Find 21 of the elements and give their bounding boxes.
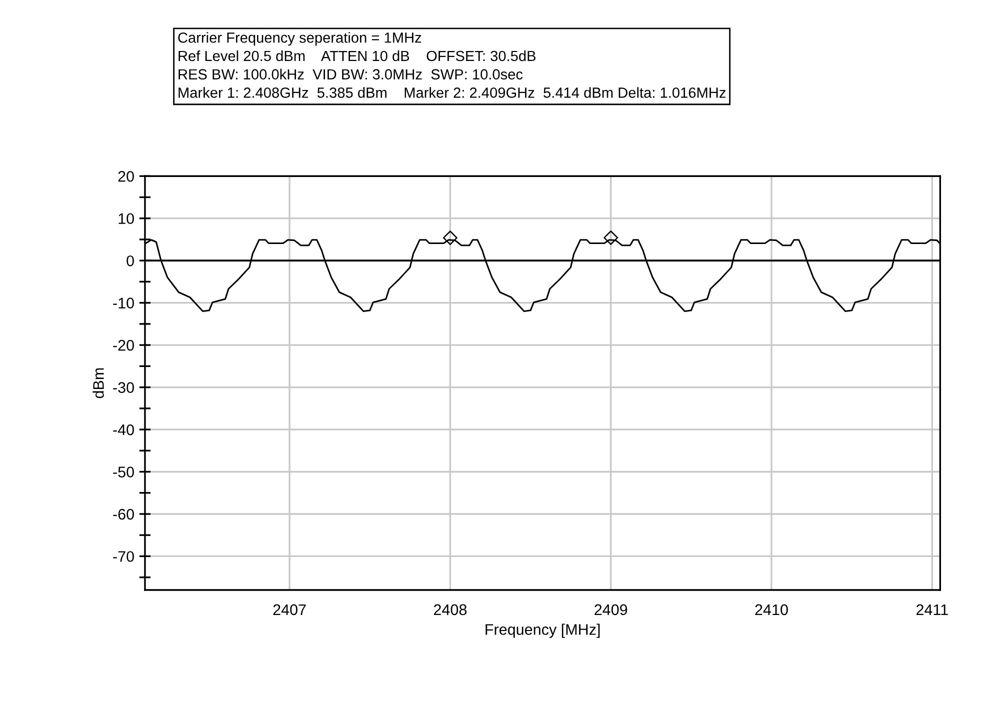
y-tick-label: 20	[118, 170, 134, 182]
y-tick-label: -40	[113, 424, 134, 436]
x-tick-label: 2410	[755, 604, 788, 616]
y-tick-label: -20	[113, 340, 134, 351]
y-axis-title: dBm	[92, 368, 104, 398]
y-tick-label: 0	[126, 255, 134, 266]
x-tick-label: 2411	[916, 604, 948, 615]
text: Carrier Frequency seperation = 1MHz	[178, 32, 422, 46]
x-tick-label: 2409	[594, 604, 628, 616]
y-tick-label: -70	[113, 551, 134, 562]
x-tick-label: 2408	[434, 604, 467, 616]
x-axis-title: Frequency [MHz]	[486, 624, 600, 638]
x-tick-label: 2407	[273, 604, 306, 616]
text: Ref Level 20.5 dBm ATTEN 10 dB OFFSET: 30.5dB	[178, 50, 536, 62]
text: Marker 1: 2.408GHz 5.385 dBm Marker 2: 2.409GHz 5.414 dBm Delta: 1.016MHz	[178, 87, 726, 98]
y-tick-label: -50	[113, 466, 134, 478]
text: RES BW: 100.0kHz VID BW: 3.0MHz SWP: 10.0sec	[178, 68, 523, 80]
y-tick-label: 10	[118, 213, 134, 224]
y-tick-label: -60	[113, 508, 134, 520]
y-tick-label: -10	[113, 298, 134, 308]
y-tick-label: -30	[113, 382, 134, 393]
